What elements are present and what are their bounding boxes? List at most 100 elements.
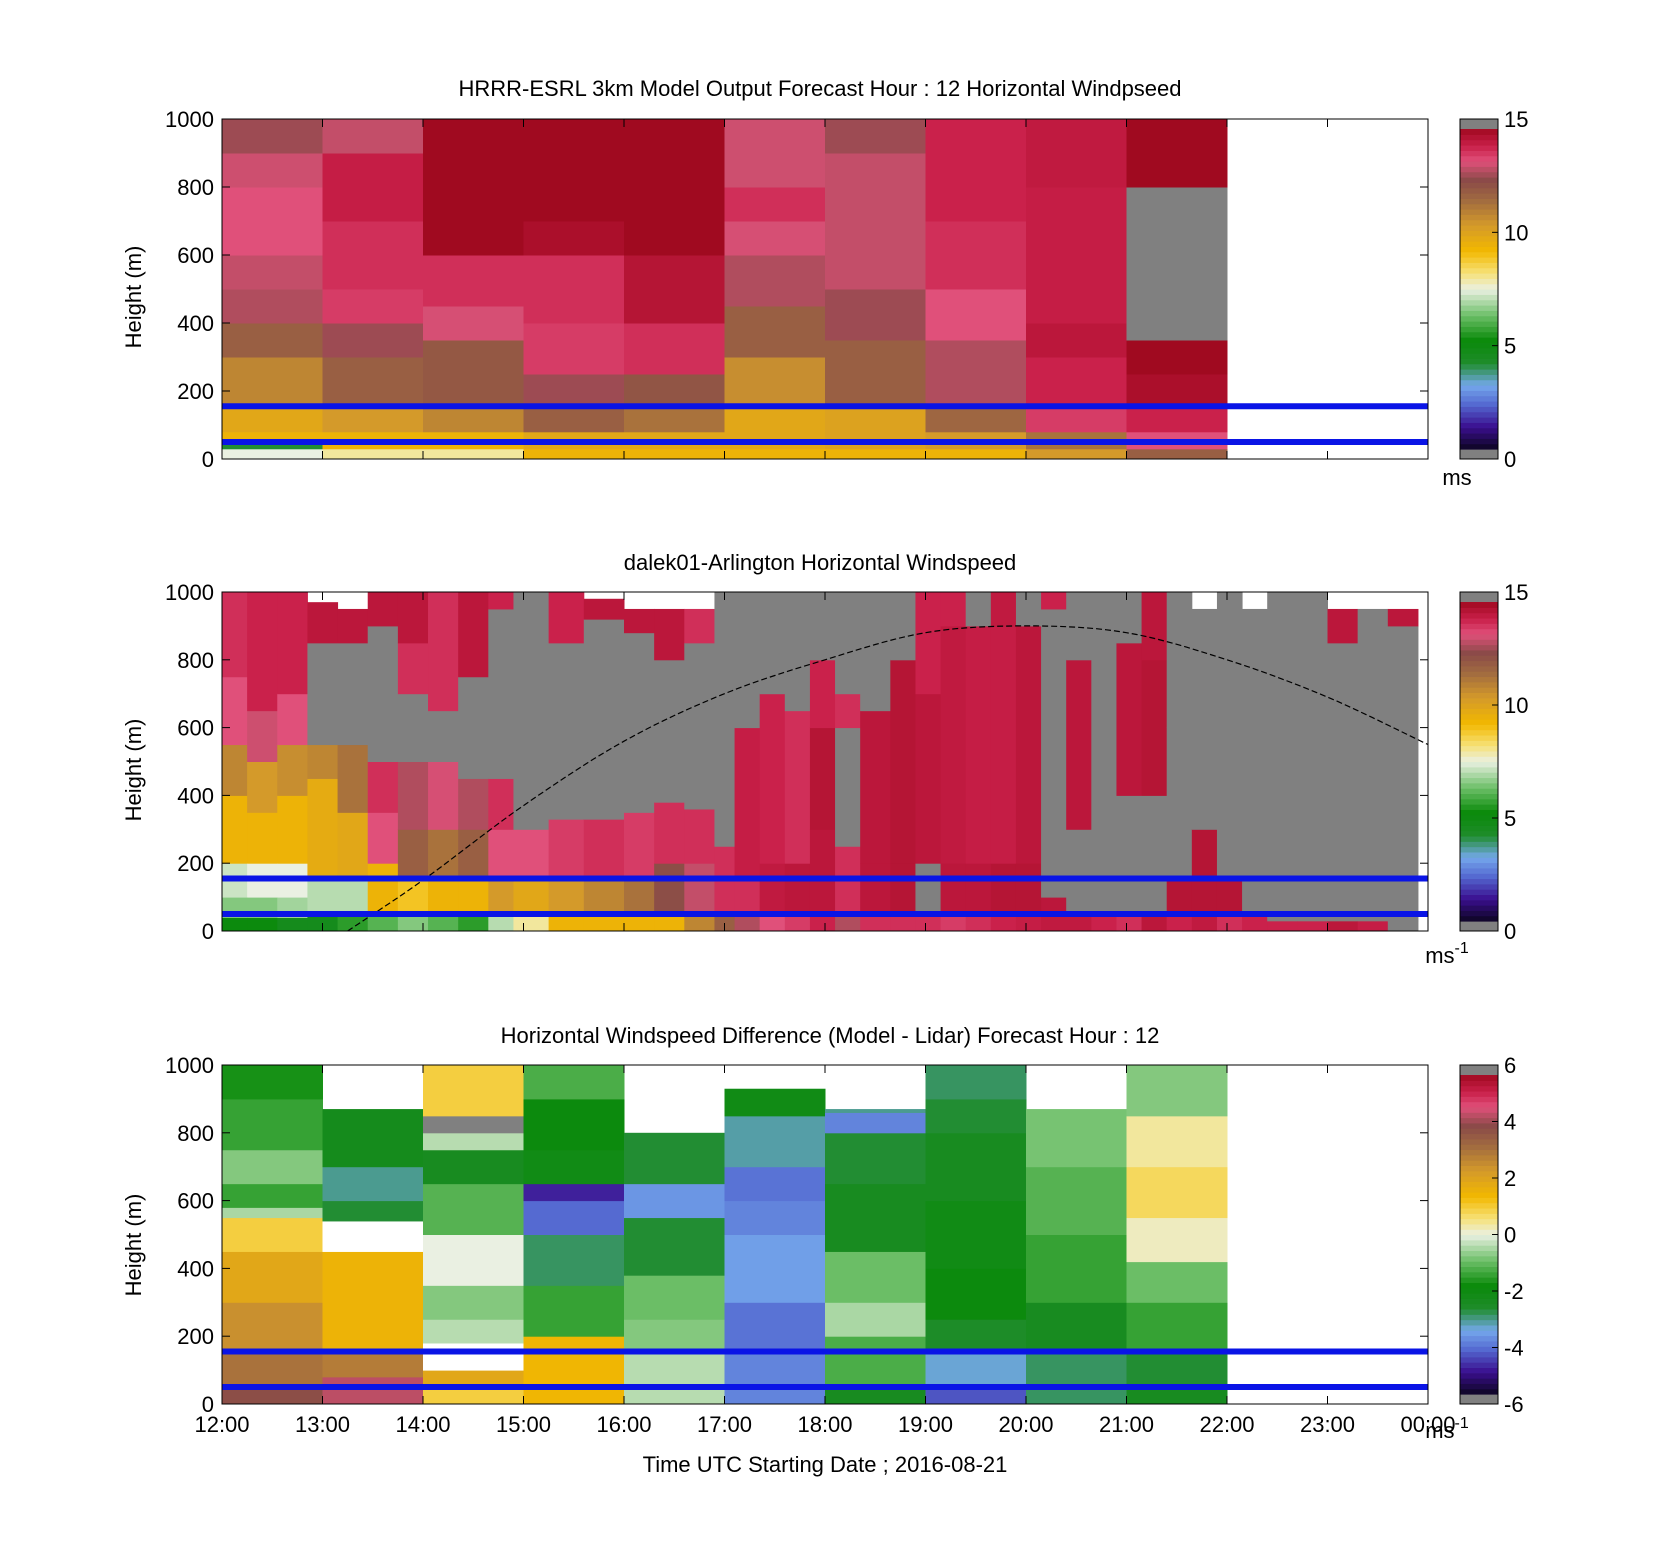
heatmap-cell <box>523 1098 625 1151</box>
colorbar-segment <box>1460 230 1498 237</box>
heatmap-cell <box>337 642 369 746</box>
panel-difference-plot: 0 200 400 600 800 1000 12:00 13:00 14:00 15:00 16:… <box>165 1053 1524 1437</box>
heatmap-cell <box>337 812 369 881</box>
heatmap-cell <box>458 914 489 932</box>
heatmap-cell <box>1267 592 1298 922</box>
heatmap-cell <box>825 119 926 154</box>
heatmap-cell <box>307 642 339 746</box>
colorbar-segment <box>1460 171 1498 178</box>
heatmap-cell <box>222 676 248 746</box>
heatmap-cell <box>523 374 625 409</box>
heatmap-cell <box>523 408 625 433</box>
colorbar-segment <box>1460 1101 1498 1108</box>
heatmap-cell <box>423 1387 524 1405</box>
heatmap-cell <box>890 863 916 915</box>
heatmap-cell <box>724 1200 826 1235</box>
heatmap-cell <box>322 1200 424 1222</box>
y-tick-label: 1000 <box>165 107 214 132</box>
y-tick-label: 400 <box>177 783 214 808</box>
heatmap-cell <box>925 119 1027 222</box>
heatmap-cell <box>222 795 248 864</box>
colorbar-segment <box>1460 406 1498 413</box>
colorbar-segment <box>1460 1197 1498 1204</box>
heatmap-cell <box>965 863 992 915</box>
heatmap-cell <box>1141 914 1168 932</box>
colorbar-segment <box>1460 761 1498 768</box>
y-tick-label: 800 <box>177 175 214 200</box>
heatmap-cell <box>428 592 459 712</box>
colorbar-segment <box>1460 225 1498 231</box>
heatmap-cell <box>1126 187 1228 341</box>
heatmap-cell <box>222 1098 323 1151</box>
heatmap-cell <box>684 642 715 810</box>
heatmap-cell <box>1126 119 1228 188</box>
heatmap-cell <box>222 1065 323 1100</box>
colorbar-segment <box>1460 385 1498 391</box>
colorbar-segment <box>1460 283 1498 290</box>
colorbar-segment <box>1460 235 1498 242</box>
colorbar-segment <box>1460 1165 1498 1172</box>
y-tick-label: 0 <box>202 919 214 944</box>
heatmap-cell <box>1242 608 1268 915</box>
heatmap-cell <box>397 693 429 762</box>
y-tick-label: 1000 <box>165 580 214 605</box>
colorbar-segment <box>1460 623 1498 630</box>
y-tick-label: 800 <box>177 648 214 673</box>
heatmap-cell <box>1166 727 1193 881</box>
heatmap-cell <box>1126 1217 1228 1263</box>
colorbar-segment <box>1460 873 1498 880</box>
colorbar-segment <box>1460 1319 1498 1326</box>
heatmap-cell <box>1026 1109 1127 1168</box>
colorbar-segment <box>1460 219 1498 226</box>
heatmap-cell <box>337 914 369 932</box>
colorbar-segment <box>1460 1324 1498 1331</box>
colorbar-segment <box>1460 1277 1498 1283</box>
heatmap-cell <box>965 914 992 932</box>
heatmap-cell <box>624 119 725 222</box>
heatmap-cell <box>337 880 369 915</box>
heatmap-cell <box>523 1200 625 1235</box>
colorbar-segment <box>1460 321 1498 327</box>
colorbar-segment <box>1460 315 1498 322</box>
heatmap-cell <box>277 744 308 796</box>
heatmap-cell <box>307 744 339 779</box>
heatmap-cell <box>714 592 736 847</box>
heatmap-cell <box>523 1183 625 1202</box>
heatmap-cell <box>1015 625 1042 864</box>
colorbar-segment <box>1460 1383 1498 1390</box>
heatmap-cell <box>1026 1353 1127 1405</box>
heatmap-cell <box>624 255 725 324</box>
heatmap-cell <box>1126 1065 1228 1117</box>
heatmap-cell <box>222 187 323 256</box>
heatmap-cell <box>724 357 826 409</box>
heatmap-cell <box>925 289 1027 341</box>
colorbar-segment <box>1460 1112 1498 1119</box>
colorbar-segment <box>1460 1250 1498 1257</box>
colorbar-segment <box>1460 777 1498 784</box>
heatmap-cell <box>307 778 339 881</box>
heatmap-cell <box>247 710 278 762</box>
heatmap-cell <box>322 357 424 409</box>
heatmap-cell <box>488 608 514 779</box>
colorbar-segment <box>1460 1287 1498 1294</box>
colorbar-segment <box>1460 1096 1498 1103</box>
heatmap-cell <box>423 1370 524 1388</box>
colorbar-segment <box>1460 1234 1498 1241</box>
heatmap-cell <box>583 598 625 620</box>
heatmap-cell <box>428 710 459 762</box>
colorbar-segment <box>1460 1213 1498 1220</box>
heatmap-cell <box>423 187 524 256</box>
colorbar-segment <box>1460 433 1498 439</box>
colorbar-segment <box>1460 294 1498 301</box>
colorbar-segment <box>1460 129 1498 135</box>
heatmap-cell <box>915 693 942 864</box>
heatmap-cell <box>1126 1166 1228 1219</box>
colorbar-segment <box>1460 1160 1498 1166</box>
heatmap-cell <box>825 1109 926 1113</box>
heatmap-cell <box>1116 914 1143 932</box>
heatmap-cell <box>548 642 585 820</box>
colorbar-segment <box>1460 905 1498 911</box>
heatmap-cell <box>684 808 715 864</box>
colorbar-segment <box>1460 1266 1498 1273</box>
heatmap-cell <box>965 625 992 864</box>
